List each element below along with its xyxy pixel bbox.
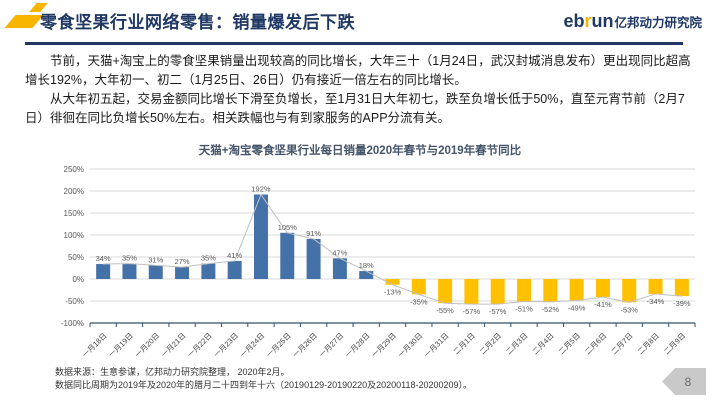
x-tick-label: 二月3日 [504,331,529,356]
trend-line [103,193,682,305]
data-label: 105% [278,223,298,232]
bar [227,260,242,279]
data-label: 41% [227,251,242,260]
x-tick-label: 一月26日 [291,331,319,359]
header-divider [25,42,683,45]
bar [280,232,295,279]
bar [517,279,532,302]
page-title: 零食坚果行业网络零售：销量爆发后下跌 [40,13,355,32]
data-label: 18% [359,261,374,270]
bar [306,238,321,279]
data-label: -41% [594,300,612,309]
page-number-badge: 8 [662,368,706,395]
bar [201,263,216,279]
x-tick-label: 一月29日 [370,331,398,359]
data-label: 91% [306,229,321,238]
bar [175,267,190,279]
x-tick-label: 一月25日 [265,331,293,359]
x-tick-label: 一月23日 [212,331,240,359]
x-tick-label: 一月19日 [107,331,135,359]
bar [569,279,584,301]
x-tick-label: 二月9日 [662,331,687,356]
logo-text-r: r [584,11,592,31]
bar [622,279,637,303]
x-tick-label: 二月8日 [636,331,661,356]
ebrun-logo: ebrun亿邦动力研究院 [563,11,702,32]
bar [674,279,689,297]
paragraph-1: 节前，天猫+淘宝上的零食坚果销量出现较高的同比增长，大年三十（1月24日，武汉封… [25,54,691,87]
data-label: -39% [673,299,691,308]
data-label: 35% [201,254,216,263]
bar [543,279,558,302]
source-notes: 数据来源：生意参谋，亿邦动力研究院整理， 2020年2月。 数据同比周期为201… [55,366,472,392]
data-label: -13% [384,288,402,297]
logo-text-suffix: 亿邦动力研究院 [614,16,702,30]
x-tick-label: 一月21日 [159,331,187,359]
bar [438,279,453,304]
y-tick-label: -50% [65,297,84,306]
bar [411,279,426,295]
x-tick-label: 二月6日 [583,331,608,356]
bar [332,258,347,279]
slash-logo-icon [4,15,44,28]
x-tick-label: 一月18日 [80,331,108,359]
data-label: -57% [489,307,507,316]
data-label: 192% [251,185,271,194]
x-tick-label: 一月20日 [133,331,161,359]
source-note-2: 数据同比周期为2019年及2020年的腊月二十四到年十六（20190129-20… [55,380,473,390]
data-label: -55% [436,306,454,315]
data-label: -49% [568,304,586,313]
bar [96,264,111,279]
x-tick-label: 二月4日 [531,331,556,356]
data-label: -35% [410,297,428,306]
x-tick-label: 二月7日 [609,331,634,356]
page-number: 8 [684,374,692,389]
source-note-1: 数据来源：生意参谋，亿邦动力研究院整理， 2020年2月。 [55,367,290,377]
x-tick-label: 一月27日 [317,331,345,359]
x-tick-label: 二月5日 [557,331,582,356]
data-label: -57% [463,307,481,316]
data-label: 47% [332,248,347,257]
y-tick-label: -100% [61,319,84,328]
bar [648,279,663,294]
logo-text-un: un [591,11,614,31]
bar [464,279,479,305]
y-tick-label: 250% [64,165,84,174]
bar [490,279,505,305]
y-tick-label: 200% [64,187,84,196]
data-label: -34% [647,297,665,306]
data-label: 27% [175,257,190,266]
x-tick-label: 一月31日 [422,331,450,359]
y-tick-label: 150% [64,209,84,218]
y-tick-label: 100% [64,231,84,240]
data-label: 35% [122,254,137,263]
paragraph-2: 从大年初五起，交易金额同比增长下滑至负增长，至1月31日大年初七，跌至负增长低于… [25,92,685,125]
chart-block: 天猫+淘宝零食坚果行业每日销量2020年春节与2019年春节同比 250% 200… [0,142,720,371]
data-label: 31% [148,255,163,264]
bar-chart: 250% 200% 150% 100% 50% 0% -50% -100% 34% 35% 31% 2… [61,165,696,359]
x-tick-label: 一月28日 [343,331,371,359]
body-text: 节前，天猫+淘宝上的零食坚果销量出现较高的同比增长，大年三十（1月24日，武汉封… [25,52,700,128]
y-tick-label: 50% [68,253,84,262]
x-tick-label: 一月22日 [186,331,214,359]
bar [385,279,400,285]
logo-text-eb: eb [563,11,585,31]
x-tick-label: 二月2日 [478,331,503,356]
x-tick-label: 一月24日 [238,331,266,359]
y-tick-label: 0% [72,275,84,284]
bar [595,279,610,298]
data-label: 34% [96,254,111,263]
x-tick-label: 二月1日 [452,331,477,356]
bar [253,194,268,279]
bar [359,271,374,279]
bar [122,263,137,279]
data-label: -52% [542,305,560,314]
data-label: -51% [515,304,533,313]
chart-title: 天猫+淘宝零食坚果行业每日销量2020年春节与2019年春节同比 [198,145,522,157]
data-label: -53% [620,305,638,314]
x-tick-label: 一月30日 [396,331,424,359]
bar [148,265,163,279]
